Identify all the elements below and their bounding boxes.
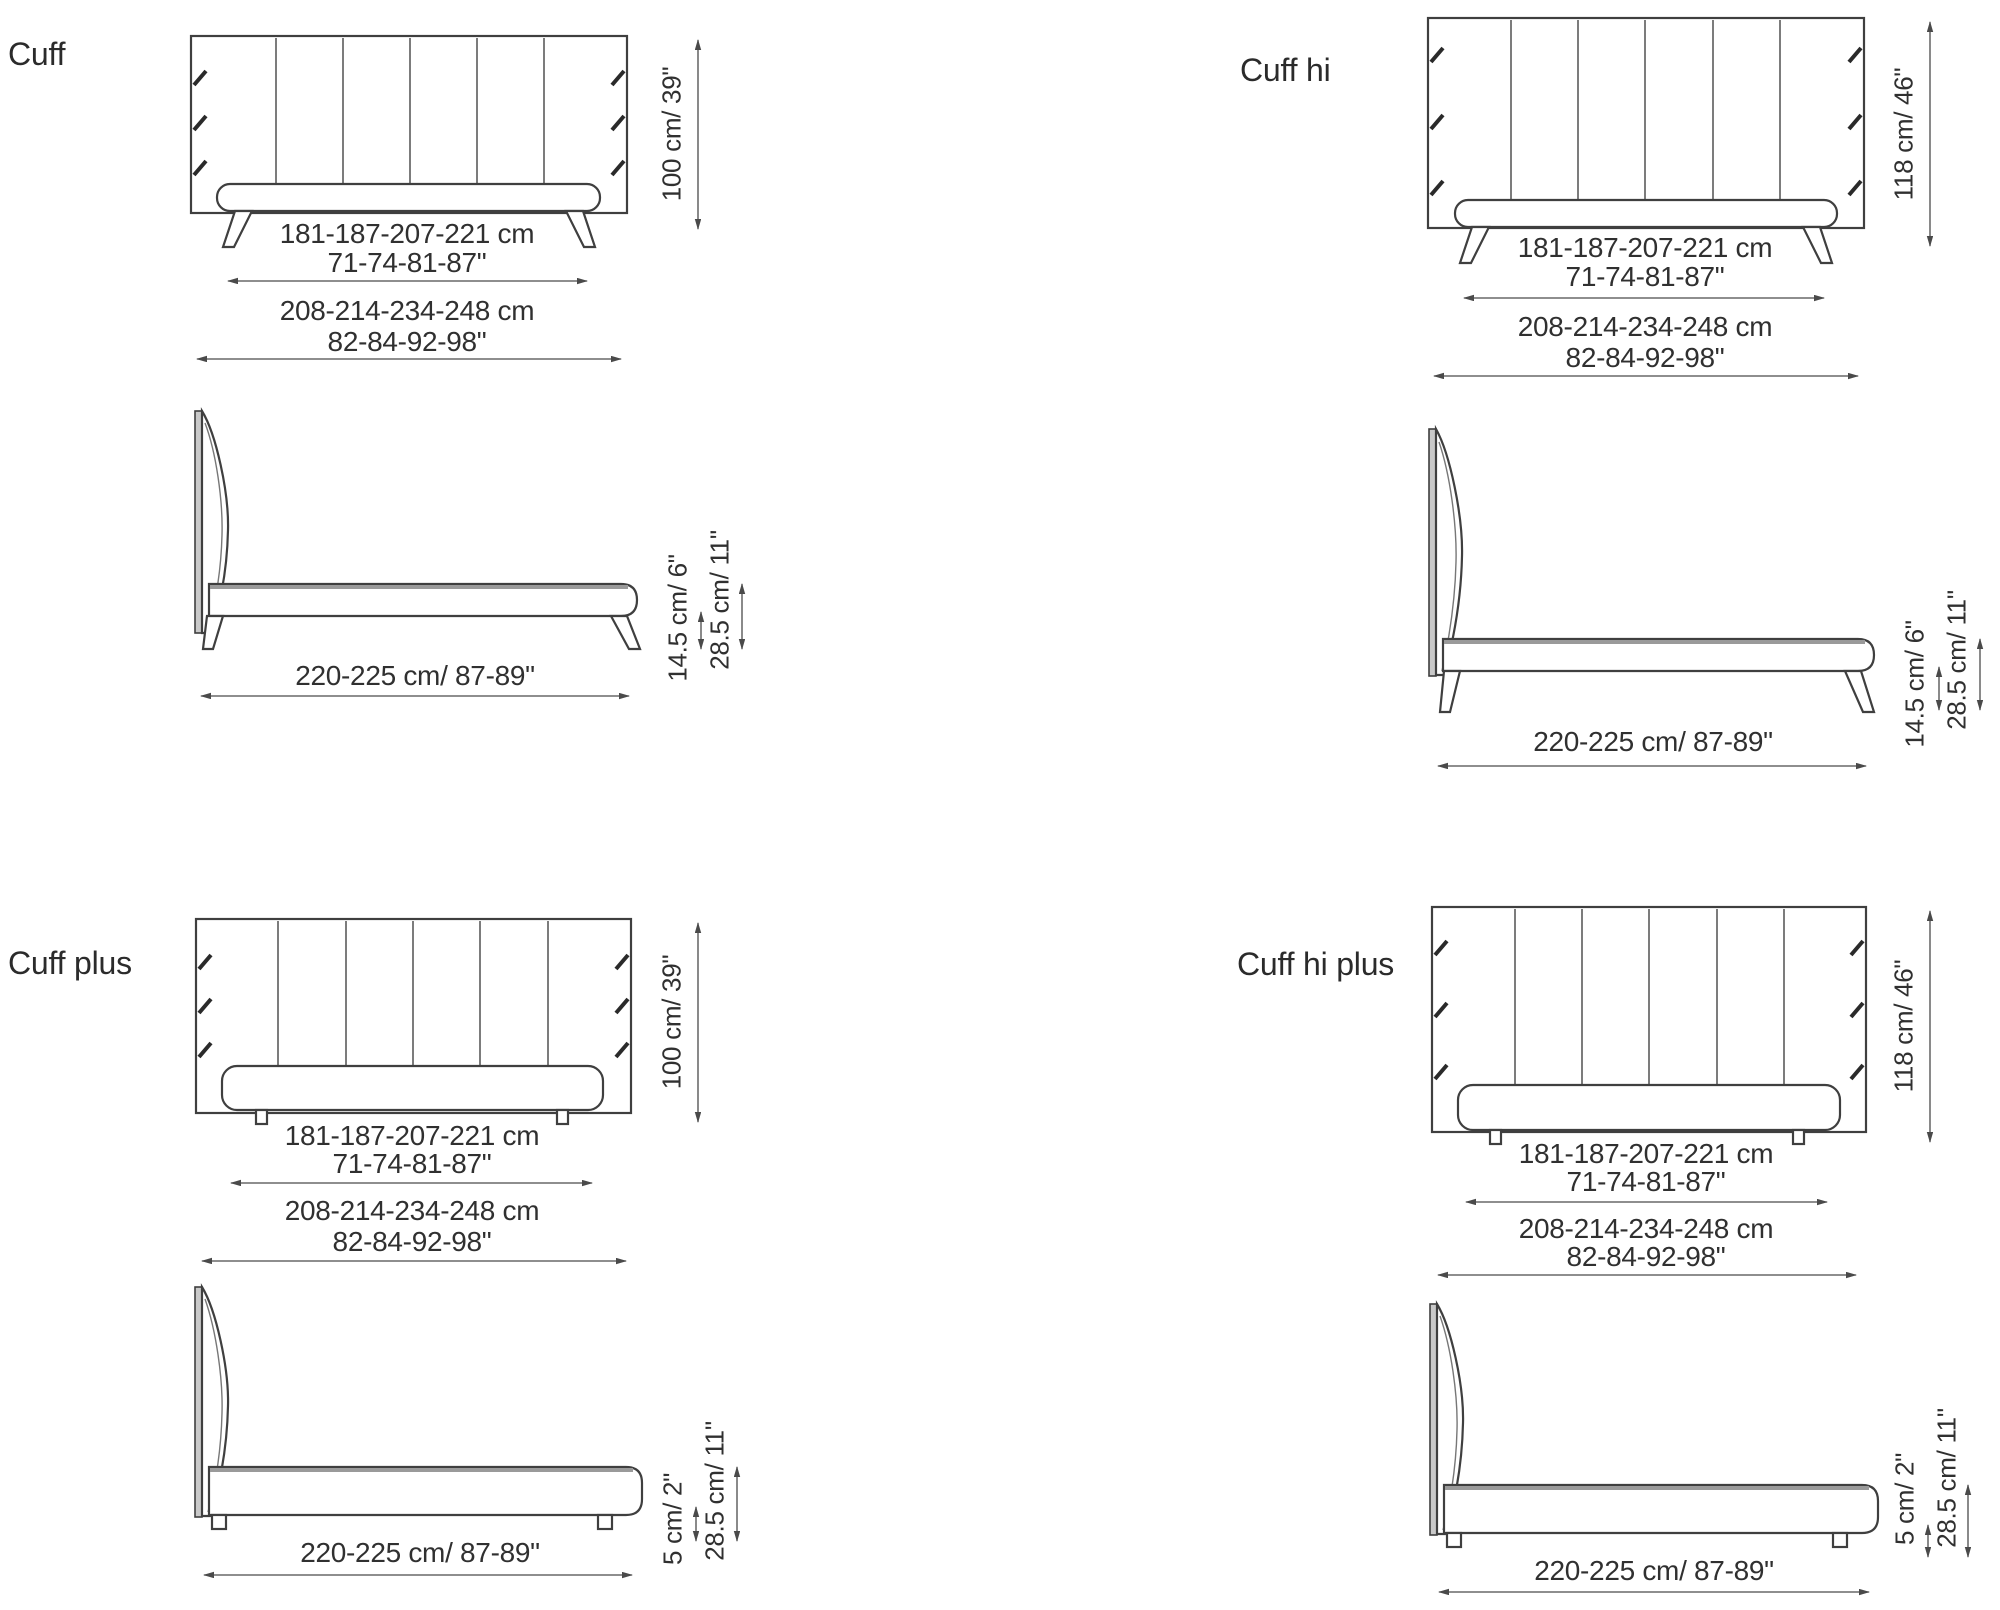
frame-height-label: 5 cm/ 2" (657, 1472, 688, 1566)
overall-width-cm-label: 208-214-234-248 cm (1517, 311, 1773, 342)
bed-leg (609, 614, 642, 651)
bed-foot (210, 1513, 228, 1531)
mattress-width-cm-label: 181-187-207-221 cm (1518, 1138, 1774, 1169)
overall-width-in-label: 82-84-92-98" (1566, 1241, 1726, 1272)
floor-to-top-label: 28.5 cm/ 11" (1931, 1408, 1962, 1548)
headboard-panel-lines (275, 38, 545, 184)
bed-frame-front (1453, 198, 1839, 229)
overall-width-in-label: 82-84-92-98" (1565, 342, 1725, 373)
overall-width-in-label: 82-84-92-98" (327, 326, 487, 357)
bed-foot (596, 1513, 614, 1531)
overall-width-cm-label: 208-214-234-248 cm (1518, 1213, 1774, 1244)
overall-width-in-label: 82-84-92-98" (332, 1226, 492, 1257)
mattress-width-cm-label: 181-187-207-221 cm (279, 218, 535, 249)
bed-foot (1791, 1128, 1806, 1146)
length-label: 220-225 cm/ 87-89" (295, 660, 535, 691)
product-title: Cuff hi (1240, 52, 1331, 88)
headboard-panel-lines (1510, 20, 1781, 200)
bed-foot (1445, 1531, 1463, 1549)
product-title: Cuff hi plus (1237, 946, 1395, 982)
headboard-panel-lines (277, 921, 549, 1066)
height-label: 118 cm/ 46" (1888, 67, 1919, 201)
headboard-panel-lines (1514, 909, 1785, 1085)
mattress-width-in-label: 71-74-81-87" (1566, 1166, 1726, 1197)
bed-foot (1488, 1128, 1503, 1146)
floor-to-top-label: 28.5 cm/ 11" (1941, 590, 1972, 730)
bed-leg (1438, 669, 1462, 714)
mattress-width-in-label: 71-74-81-87" (1565, 261, 1725, 292)
overall-width-cm-label: 208-214-234-248 cm (279, 295, 535, 326)
bed-frame-front (215, 182, 602, 213)
hatch-marks (1433, 939, 1865, 1081)
length-label: 220-225 cm/ 87-89" (300, 1537, 540, 1568)
cuff-hi-front-view (1426, 16, 1934, 380)
mattress-width-cm-label: 181-187-207-221 cm (284, 1120, 540, 1151)
bed-leg (1843, 669, 1876, 714)
headboard-outline (1426, 16, 1866, 230)
cuff-side-view (194, 407, 746, 700)
product-title: Cuff (8, 36, 66, 72)
cuff-hi-plus-side-view (1429, 1300, 1972, 1596)
floor-to-top-label: 28.5 cm/ 11" (704, 530, 735, 670)
bed-leg (1801, 225, 1834, 265)
bed-foot (1831, 1531, 1849, 1549)
bed-leg (221, 209, 254, 249)
hatch-marks (197, 953, 630, 1059)
height-label: 118 cm/ 46" (1888, 959, 1919, 1093)
hatch-marks (1429, 46, 1863, 197)
mattress-width-in-label: 71-74-81-87" (332, 1148, 492, 1179)
bed-foot (254, 1108, 269, 1126)
cuff-hi-side-view (1428, 424, 1984, 770)
bed-platform-side (207, 1465, 644, 1517)
bed-leg (201, 614, 225, 651)
cuff-front-view (189, 34, 702, 363)
overall-width-cm-label: 208-214-234-248 cm (284, 1195, 540, 1226)
bed-leg (564, 209, 597, 249)
frame-height-label: 5 cm/ 2" (1889, 1452, 1920, 1546)
length-label: 220-225 cm/ 87-89" (1534, 1555, 1774, 1586)
frame-height-label: 14.5 cm/ 6" (662, 554, 693, 682)
hatch-marks (192, 69, 626, 177)
mattress-width-cm-label: 181-187-207-221 cm (1517, 232, 1773, 263)
cuff-plus-side-view (194, 1283, 741, 1579)
bed-platform-side (1442, 1483, 1880, 1535)
bed-frame-front (220, 1064, 605, 1112)
mattress-width-in-label: 71-74-81-87" (327, 247, 487, 278)
bed-frame-front (1456, 1083, 1842, 1132)
cuff-hi-plus-front-view (1430, 905, 1934, 1279)
floor-to-top-label: 28.5 cm/ 11" (699, 1421, 730, 1561)
bed-leg (1458, 225, 1491, 265)
product-title: Cuff plus (8, 945, 132, 981)
height-label: 100 cm/ 39" (656, 66, 687, 202)
height-label: 100 cm/ 39" (656, 954, 687, 1090)
cuff-plus-front-view (194, 917, 702, 1265)
frame-height-label: 14.5 cm/ 6" (1899, 620, 1930, 748)
length-label: 220-225 cm/ 87-89" (1533, 726, 1773, 757)
bed-foot (555, 1108, 570, 1126)
